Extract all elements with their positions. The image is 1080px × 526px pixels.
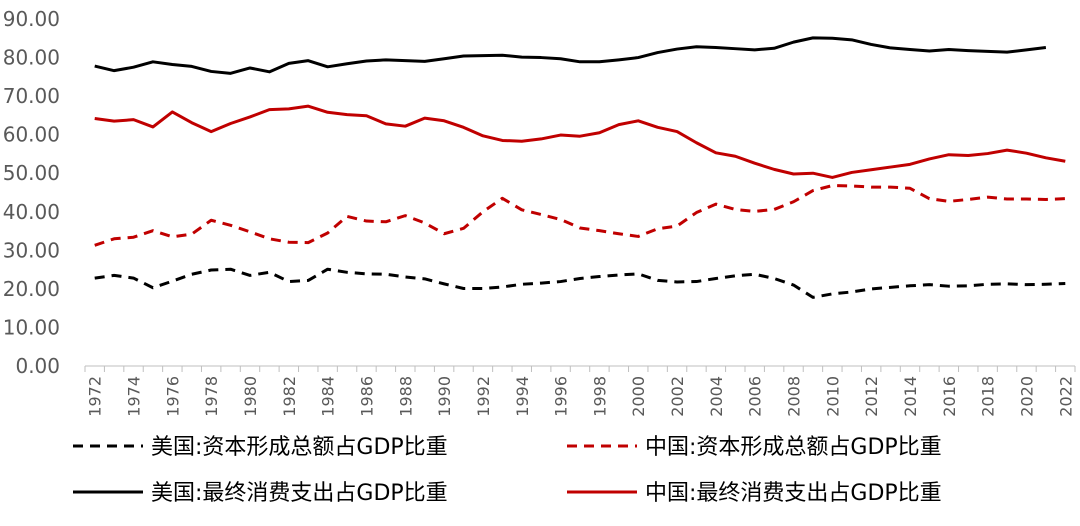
- y-tick-label: 60.00: [3, 123, 60, 147]
- y-tick-label: 50.00: [3, 161, 60, 185]
- x-tick-label: 2008: [785, 376, 804, 417]
- x-tick-label: 1994: [513, 376, 532, 417]
- legend-label: 中国:最终消费支出占GDP比重: [645, 481, 942, 506]
- x-tick-label: 1996: [552, 376, 571, 417]
- x-tick-label: 2006: [746, 376, 765, 417]
- x-tick-label: 1982: [280, 376, 299, 417]
- legend-label: 美国:最终消费支出占GDP比重: [151, 481, 448, 506]
- y-tick-label: 30.00: [3, 238, 60, 262]
- y-axis: 0.00 10.00 20.00 30.00 40.00 50.00 60.00 70.00 8…: [3, 7, 60, 378]
- x-axis: 1972 1974 1976 1978 1980 1982 1984 1986 1988 1990…: [84, 365, 1076, 417]
- x-tick-label: 2014: [901, 376, 920, 417]
- x-tick-label: 2002: [668, 376, 687, 417]
- y-tick-label: 20.00: [3, 277, 60, 301]
- x-tick-label: 2010: [823, 376, 842, 417]
- legend-label: 美国:资本形成总额占GDP比重: [151, 435, 448, 460]
- y-tick-label: 10.00: [3, 315, 60, 339]
- y-tick-label: 40.00: [3, 200, 60, 224]
- series-lines: [94, 36, 1066, 299]
- series-line-2: [94, 36, 1047, 75]
- y-tick-label: 70.00: [3, 84, 60, 108]
- y-tick-label: 80.00: [3, 46, 60, 70]
- x-tick-label: 1972: [86, 376, 105, 417]
- x-tick-label: 1986: [357, 376, 376, 417]
- x-tick-label: 1984: [319, 376, 338, 417]
- x-tick-label: 1998: [590, 376, 609, 417]
- series-line-3: [94, 104, 1066, 179]
- x-tick-label: 1992: [474, 376, 493, 417]
- x-tick-label: 2022: [1056, 376, 1075, 417]
- x-tick-label: 2016: [940, 376, 959, 417]
- x-tick-label: 2004: [707, 376, 726, 417]
- legend: 美国:资本形成总额占GDP比重 中国:资本形成总额占GDP比重美国:最终消费支出占…: [73, 435, 942, 506]
- x-tick-label: 2000: [629, 376, 648, 417]
- x-tick-label: 2012: [862, 376, 881, 417]
- x-tick-label: 1990: [435, 376, 454, 417]
- legend-label: 中国:资本形成总额占GDP比重: [645, 435, 942, 460]
- x-tick-label: 1988: [396, 376, 415, 417]
- x-tick-label: 1974: [125, 376, 144, 417]
- y-tick-label: 0.00: [15, 354, 60, 378]
- x-tick-label: 1976: [163, 376, 182, 417]
- x-tick-label: 2020: [1017, 376, 1036, 417]
- series-line-0: [94, 267, 1066, 299]
- x-tick-label: 2018: [979, 376, 998, 417]
- x-tick-label: 1978: [202, 376, 221, 417]
- series-line-1: [94, 184, 1066, 247]
- x-tick-label: 1980: [241, 376, 260, 417]
- y-tick-label: 90.00: [3, 7, 60, 31]
